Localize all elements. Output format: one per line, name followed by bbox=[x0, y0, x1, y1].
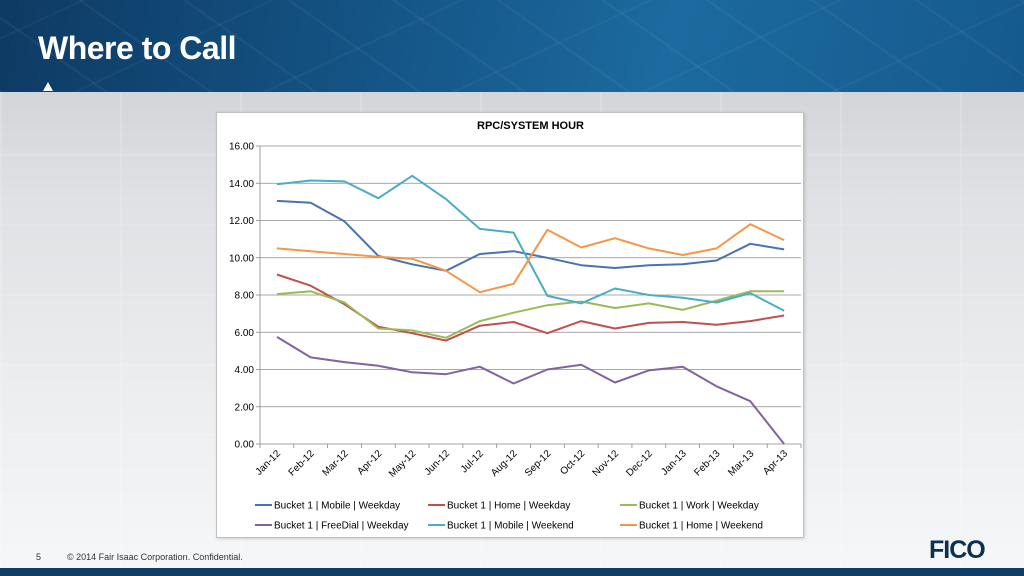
x-tick-label: Mar-12 bbox=[320, 448, 350, 478]
x-tick-label: Apr-13 bbox=[761, 448, 790, 477]
series-line bbox=[276, 199, 785, 272]
fico-logo: FICO bbox=[929, 536, 986, 564]
x-tick-label: May-12 bbox=[387, 448, 419, 480]
x-tick-label: Feb-12 bbox=[287, 448, 317, 478]
legend-label: Bucket 1 | Mobile | Weekday bbox=[274, 501, 400, 512]
x-tick-label: Dec-12 bbox=[624, 448, 655, 479]
y-tick-label: 4.00 bbox=[235, 365, 255, 376]
legend-label: Bucket 1 | FreeDial | Weekday bbox=[274, 521, 409, 532]
y-tick-label: 12.00 bbox=[229, 216, 254, 227]
legend-label: Bucket 1 | Mobile | Weekend bbox=[447, 521, 574, 532]
x-tick-label: Jun-12 bbox=[423, 448, 453, 478]
x-tick-label: Nov-12 bbox=[591, 448, 622, 479]
series-line bbox=[276, 223, 785, 294]
series-line bbox=[276, 336, 785, 445]
x-tick-label: Apr-12 bbox=[355, 448, 384, 477]
x-tick-label: Sep-12 bbox=[523, 448, 554, 479]
y-tick-label: 6.00 bbox=[235, 328, 255, 339]
series-line bbox=[276, 174, 785, 312]
legend-label: Bucket 1 | Work | Weekday bbox=[639, 501, 759, 512]
series-line bbox=[276, 290, 785, 339]
slide-header bbox=[0, 0, 1024, 92]
y-tick-label: 14.00 bbox=[229, 179, 254, 190]
caret-up-icon bbox=[43, 82, 53, 91]
y-tick-label: 0.00 bbox=[235, 440, 255, 451]
y-tick-label: 2.00 bbox=[235, 402, 255, 413]
y-tick-label: 16.00 bbox=[229, 142, 254, 153]
x-tick-label: Jan-13 bbox=[659, 448, 689, 478]
line-chart: RPC/SYSTEM HOUR 0.00 2.00 4.00 6.00 8.00 10.00… bbox=[229, 120, 802, 532]
chart-container: RPC/SYSTEM HOUR 0.00 2.00 4.00 6.00 8.00 10.00… bbox=[216, 112, 804, 538]
x-tick-label: Oct-12 bbox=[558, 448, 587, 477]
legend-label: Bucket 1 | Home | Weekday bbox=[447, 501, 570, 512]
y-tick-label: 10.00 bbox=[229, 253, 254, 264]
legend-label: Bucket 1 | Home | Weekend bbox=[639, 521, 763, 532]
series-line bbox=[276, 273, 785, 342]
x-tick-label: Feb-13 bbox=[692, 448, 722, 478]
x-tick-label: Aug-12 bbox=[489, 448, 520, 479]
x-tick-label: Jan-12 bbox=[254, 448, 284, 478]
copyright-text: © 2014 Fair Isaac Corporation. Confident… bbox=[67, 552, 243, 562]
y-tick-label: 8.00 bbox=[235, 291, 255, 302]
page-number: 5 bbox=[36, 552, 42, 562]
page-title: Where to Call bbox=[38, 30, 236, 66]
x-tick-label: Jul-12 bbox=[459, 448, 486, 475]
x-tick-label: Mar-13 bbox=[726, 448, 756, 478]
footer-bar bbox=[0, 568, 1024, 576]
chart-title: RPC/SYSTEM HOUR bbox=[477, 120, 584, 132]
